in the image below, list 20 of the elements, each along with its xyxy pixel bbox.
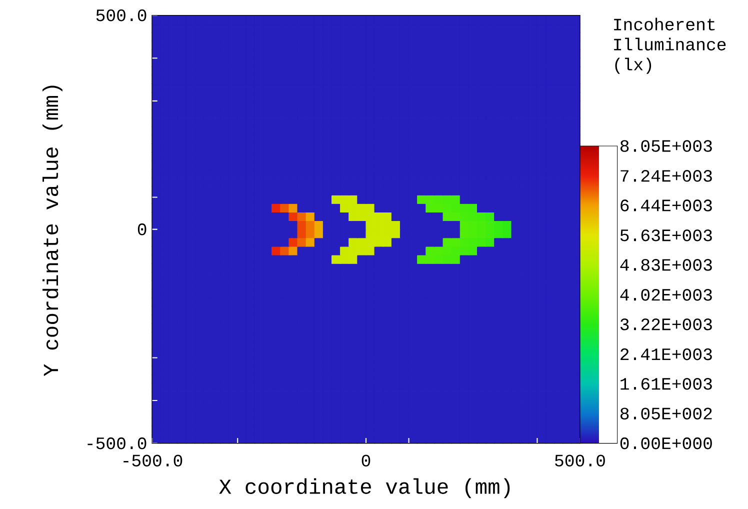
color-bar-label: 2.41E+003	[620, 348, 712, 360]
color-bar-label: 6.44E+003	[620, 199, 712, 212]
y-tick-label: 500.0	[96, 9, 146, 22]
x-axis-title: X coordinate value (mm)	[219, 478, 510, 498]
x-tick-label: 500.0	[555, 454, 605, 466]
color-bar-label: 8.05E+002	[620, 408, 712, 420]
x-tick-label: 0	[362, 454, 370, 466]
color-bar-label: 1.61E+003	[620, 378, 712, 390]
x-tick-label: -500.0	[124, 454, 182, 466]
color-bar-label: 8.05E+003	[620, 140, 712, 152]
color-bar-label: 7.24E+003	[620, 170, 712, 182]
color-bar-label: 3.22E+003	[620, 318, 712, 330]
color-bar-title: Incoherent Illuminance (lx)	[614, 18, 726, 74]
color-bar-label: 4.83E+003	[620, 258, 712, 271]
color-bar-label: 4.02E+003	[620, 288, 712, 301]
color-bar-label: 0.00E+000	[620, 437, 712, 450]
y-tick-label: 0	[138, 223, 146, 236]
color-bar-label: 5.63E+003	[620, 229, 712, 242]
y-axis-title: Y coordinate value (mm)	[42, 86, 62, 376]
y-tick-label: -500.0	[88, 437, 146, 450]
